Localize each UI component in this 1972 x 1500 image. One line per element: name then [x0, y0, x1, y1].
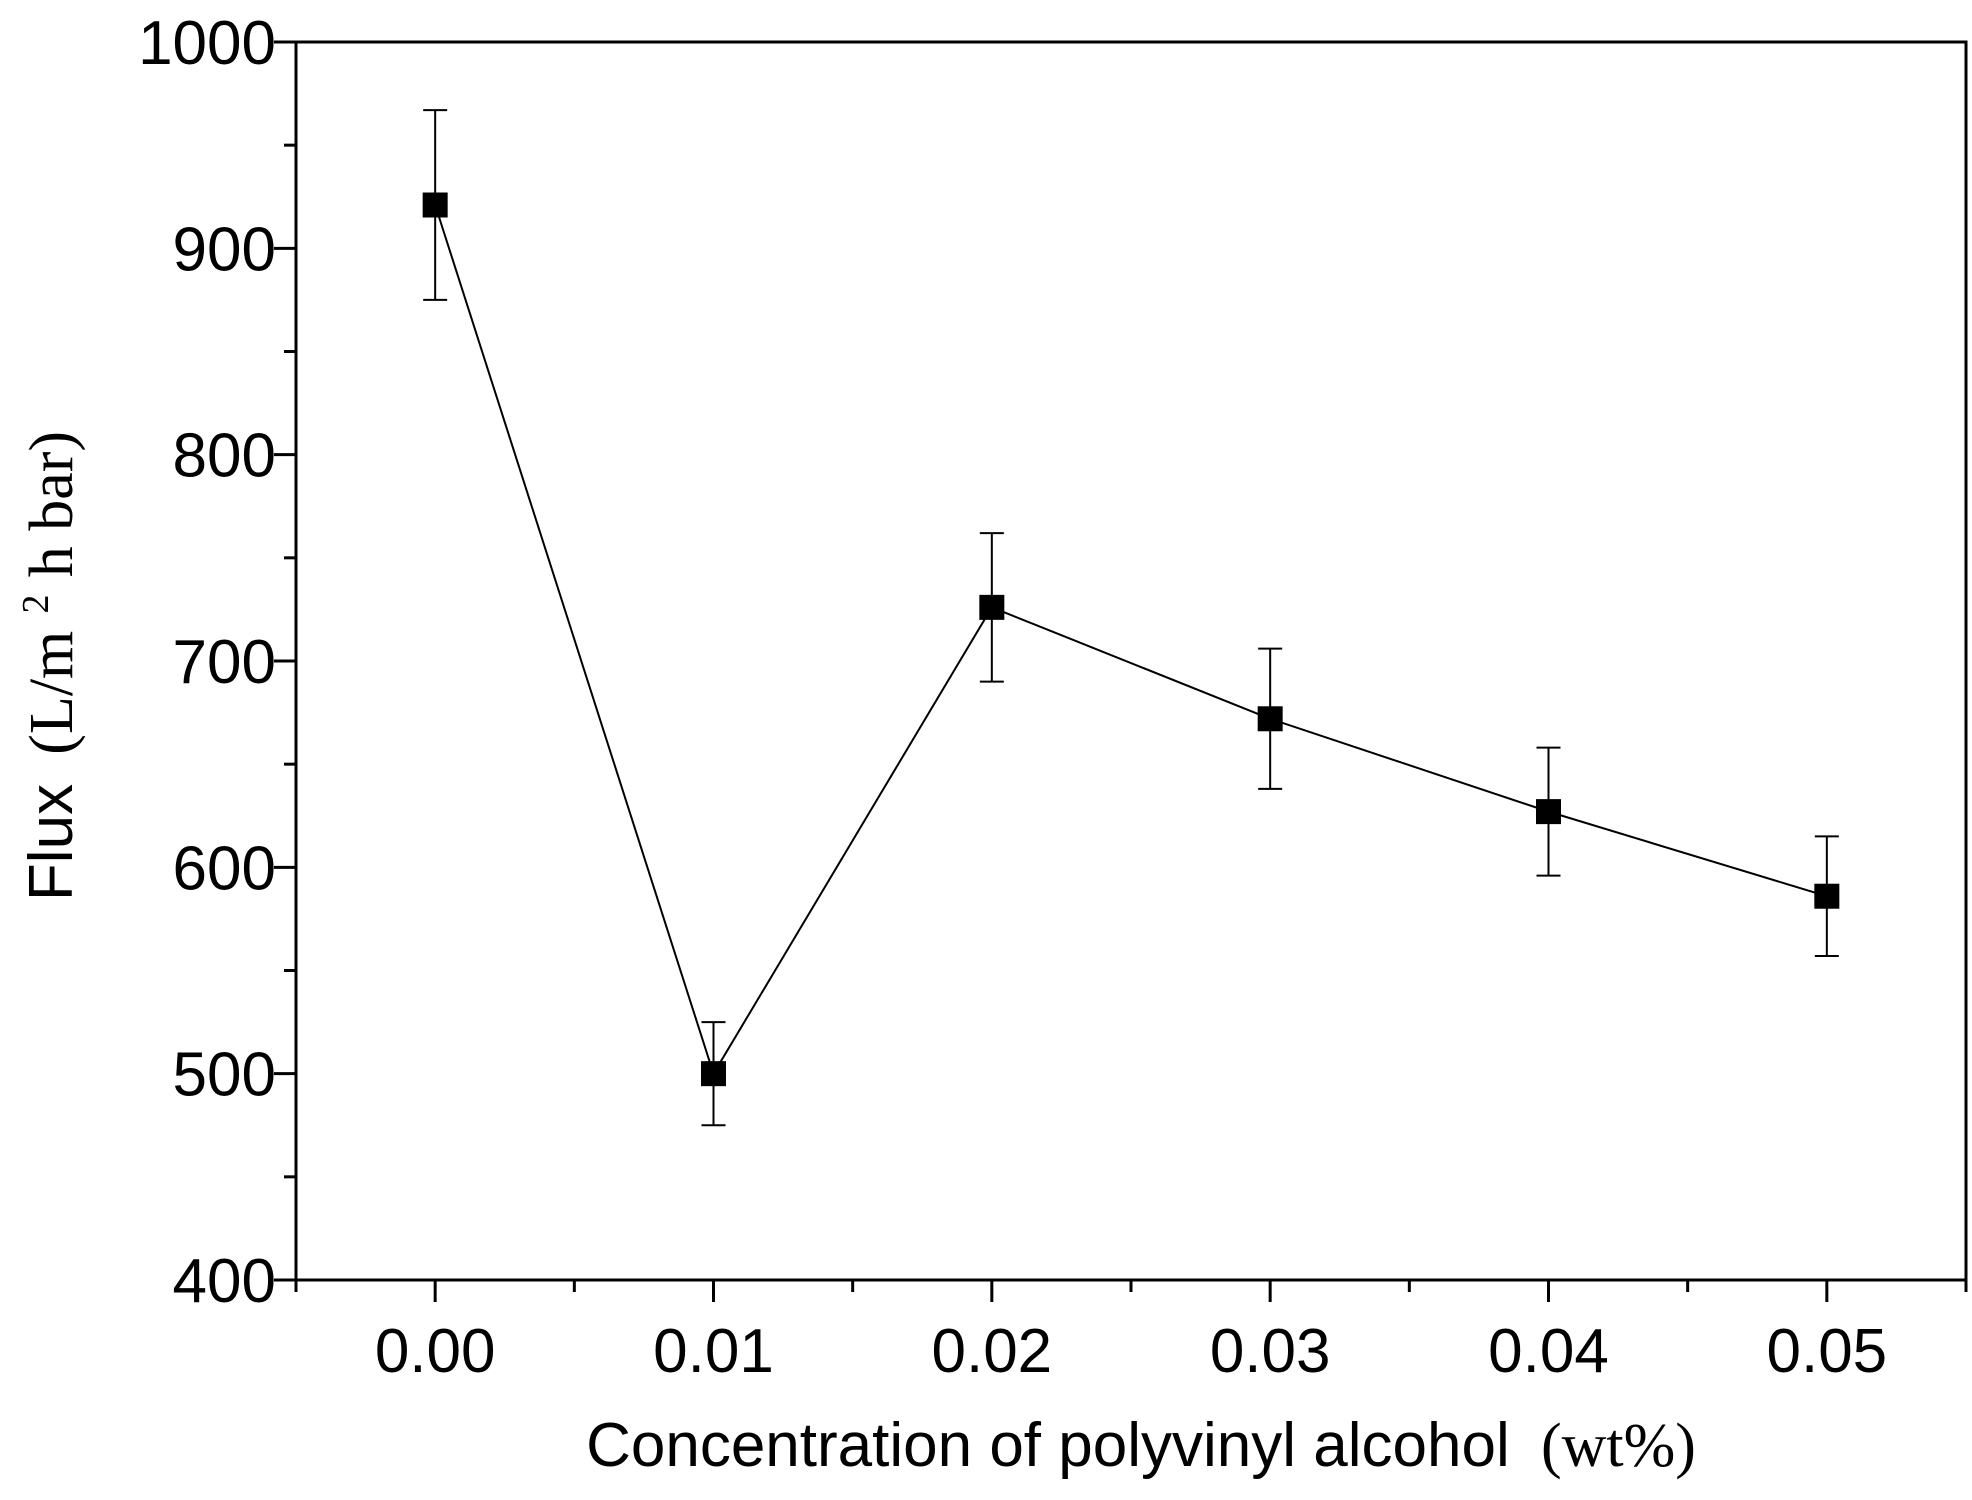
plot-frame — [294, 40, 1968, 1282]
x-tick-label: 0.00 — [375, 1317, 496, 1386]
data-point — [979, 594, 1005, 620]
x-tick-label: 0.05 — [1766, 1317, 1887, 1386]
x-tick-label: 0.03 — [1210, 1317, 1331, 1386]
y-tick-label: 600 — [173, 834, 276, 903]
axes: 400 500 600 700 800 900 1000 0.00 0.01 0.02 0.03 0.… — [138, 9, 1968, 1386]
x-axis-title: Concentration of polyvinyl alcohol (wt%) — [586, 1411, 1696, 1480]
data-point — [701, 1061, 726, 1087]
y-tick-label: 500 — [173, 1041, 276, 1110]
x-axis-title-main: Concentration of polyvinyl alcohol — [586, 1411, 1510, 1480]
x-tick-label: 0.02 — [931, 1317, 1052, 1386]
y-tick-label: 800 — [173, 422, 276, 491]
data-point — [1257, 706, 1283, 732]
y-axis-title-unit-prefix: (L/m — [18, 631, 86, 755]
y-axis-title-main: Flux — [17, 784, 86, 901]
labels: Concentration of polyvinyl alcohol (wt%)… — [0, 431, 1696, 1480]
x-axis-title-unit: (wt%) — [1541, 1412, 1696, 1480]
y-tick-label: 900 — [173, 215, 276, 284]
data-point — [1814, 883, 1840, 909]
data-point — [422, 192, 448, 218]
y-axis-title: Flux (L/m 2 h bar) — [0, 431, 86, 901]
y-tick-label: 700 — [173, 628, 276, 697]
y-axis-title-unit-suffix: h bar) — [18, 431, 86, 577]
y-axis-title-unit-superscript: 2 — [15, 594, 57, 613]
series-layer — [422, 109, 1840, 1127]
x-tick-label: 0.01 — [653, 1317, 774, 1386]
y-tick-label: 400 — [173, 1247, 276, 1316]
x-tick-label: 0.04 — [1488, 1317, 1609, 1386]
series-line — [434, 204, 1828, 1077]
y-tick-label: 1000 — [138, 9, 276, 78]
data-point — [1536, 799, 1561, 825]
